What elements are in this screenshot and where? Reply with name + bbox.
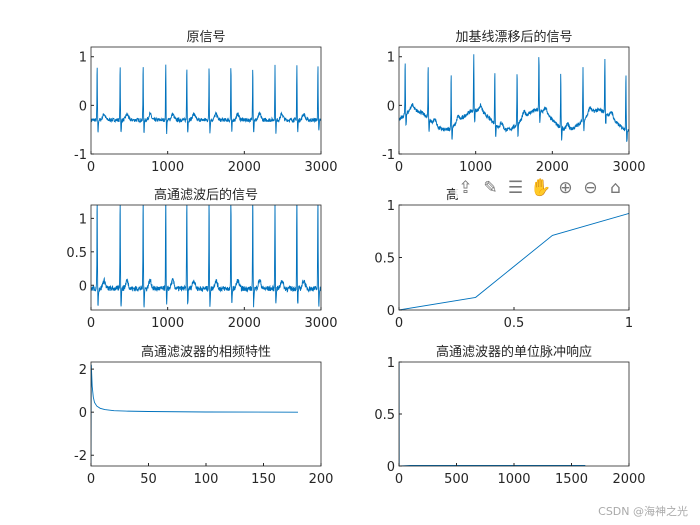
y-tick-label: 0 — [387, 460, 395, 475]
export-icon[interactable]: ⇪ — [458, 178, 473, 198]
subplot-6: 0 500 1000 1500 2000 0 0.5 1 高通滤波器的单位脉冲响应 — [374, 344, 645, 487]
axes-box — [398, 46, 630, 155]
y-tick-label: 0 — [387, 99, 395, 114]
axes-box — [90, 46, 322, 155]
series-line — [91, 364, 299, 466]
x-tick-label: 3000 — [304, 160, 337, 175]
zoom-out-icon[interactable]: ⊖ — [583, 178, 598, 198]
chart-title: 高通滤波后的信号 — [154, 187, 258, 203]
x-tick-label: 1000 — [151, 316, 184, 331]
x-tick-label: 50 — [140, 472, 157, 487]
x-tick-label: 2000 — [228, 316, 261, 331]
y-tick-label: 2 — [79, 363, 87, 378]
y-tick-label: 0 — [79, 279, 87, 294]
y-tick-label: 1 — [79, 212, 87, 227]
x-tick-label: 0 — [395, 160, 403, 175]
chart-title: 高通滤波器的单位脉冲响应 — [436, 344, 592, 360]
zoom-in-icon[interactable]: ⊕ — [558, 178, 573, 198]
x-tick-label: 2000 — [228, 160, 261, 175]
x-tick-label: 0 — [87, 472, 95, 487]
y-tick-label: 0 — [79, 406, 87, 421]
axes-box — [90, 361, 322, 467]
x-tick-label: 1000 — [459, 160, 492, 175]
y-tick-label: 0 — [387, 304, 395, 319]
subplot-4: 0 0.5 100.51高 — [374, 187, 633, 331]
y-tick-label: -1 — [382, 148, 395, 163]
datatip-icon[interactable]: ☰ — [507, 178, 524, 198]
y-tick-label: -2 — [74, 449, 87, 464]
y-tick-label: 0 — [79, 99, 87, 114]
y-tick-label: 1 — [387, 199, 395, 214]
series-line — [91, 64, 321, 135]
chart-title: 加基线漂移后的信号 — [455, 29, 572, 45]
x-tick-label: 500 — [444, 472, 469, 487]
brush-icon[interactable]: ✎ — [483, 178, 498, 198]
axes-box — [398, 204, 630, 311]
x-tick-label: 1500 — [555, 472, 588, 487]
y-tick-label: 1 — [387, 356, 395, 371]
watermark: CSDN @海神之光 — [598, 505, 688, 518]
x-tick-label: 0 — [395, 316, 403, 331]
x-tick-label: 0 — [87, 160, 95, 175]
x-tick-label: 0 — [87, 316, 95, 331]
x-tick-label: 2000 — [612, 472, 645, 487]
chart-title: 原信号 — [186, 30, 225, 45]
y-tick-label: 0.5 — [374, 408, 395, 423]
y-tick-label: 1 — [79, 51, 87, 66]
x-tick-label: 100 — [194, 472, 219, 487]
pan-icon[interactable]: ✋ — [530, 178, 552, 198]
x-tick-label: 1 — [625, 316, 633, 331]
series-line — [399, 362, 586, 466]
axes-box — [90, 204, 322, 311]
x-tick-label: 200 — [309, 472, 334, 487]
subplot-3: 0 1000 2000 3000 0 0.5 1 高通滤波后的信号 — [66, 187, 337, 331]
x-tick-label: 150 — [251, 472, 276, 487]
home-icon[interactable]: ⌂ — [610, 178, 621, 198]
axes-toolbar[interactable]: ⇪ ✎ ☰ ✋ ⊕ ⊖ ⌂ — [455, 178, 626, 198]
series-line — [91, 205, 321, 308]
x-tick-label: 2000 — [536, 160, 569, 175]
y-tick-label: 0.5 — [66, 246, 87, 261]
x-tick-label: 1000 — [151, 160, 184, 175]
y-tick-label: 1 — [387, 51, 395, 66]
x-tick-label: 3000 — [612, 160, 645, 175]
series-line — [399, 54, 629, 143]
x-tick-label: 3000 — [304, 316, 337, 331]
y-tick-label: -1 — [74, 148, 87, 163]
y-tick-label: 0.5 — [374, 252, 395, 267]
x-tick-label: 0.5 — [504, 316, 525, 331]
axes-box — [398, 361, 630, 467]
chart-title: 高通滤波器的相频特性 — [141, 344, 271, 360]
series-line — [399, 212, 629, 310]
x-tick-label: 1000 — [497, 472, 530, 487]
x-tick-label: 0 — [395, 472, 403, 487]
